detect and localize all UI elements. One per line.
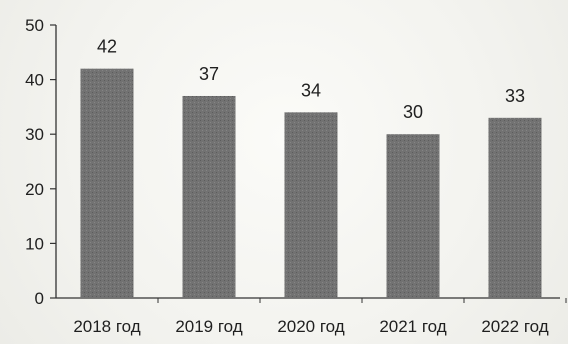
x-category-label: 2020 год — [277, 317, 344, 336]
x-category-label: 2021 год — [379, 317, 446, 336]
data-label: 33 — [505, 86, 525, 106]
labels: 0 10 20 30 40 50 42 2018 год 37 2019 год 34 2020 го… — [25, 16, 549, 336]
bar — [80, 68, 134, 299]
x-category-label: 2022 год — [481, 317, 548, 336]
y-tick-label: 40 — [25, 71, 44, 90]
y-tick-label: 30 — [25, 125, 44, 144]
x-category-label: 2019 год — [175, 317, 242, 336]
bar — [386, 134, 440, 298]
data-label: 30 — [403, 102, 423, 122]
bar — [182, 95, 236, 298]
y-tick-label: 20 — [25, 180, 44, 199]
y-tick-label: 10 — [25, 234, 44, 253]
bar — [488, 117, 542, 298]
data-label: 42 — [97, 37, 117, 57]
data-label: 34 — [301, 80, 321, 100]
bars — [80, 68, 542, 299]
bar — [284, 112, 338, 298]
data-label: 37 — [199, 64, 219, 84]
y-tick-label: 50 — [25, 16, 44, 35]
x-category-label: 2018 год — [73, 317, 140, 336]
y-tick-label: 0 — [35, 289, 44, 308]
